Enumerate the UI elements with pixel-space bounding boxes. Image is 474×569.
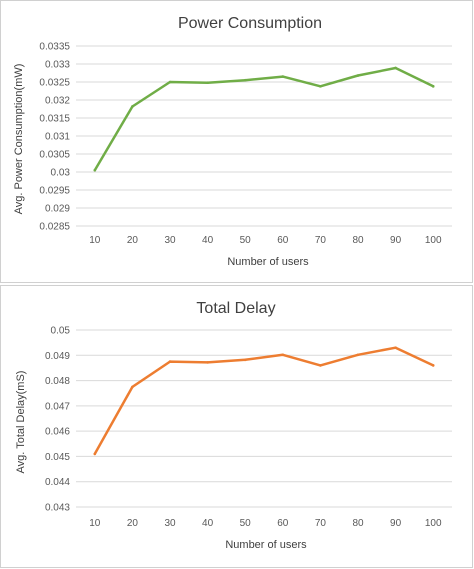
data-point (243, 78, 247, 82)
chart-title: Power Consumption (178, 15, 322, 32)
x-tick-label: 70 (315, 235, 327, 246)
y-tick-label: 0.045 (45, 452, 70, 463)
series-line (93, 346, 435, 456)
data-point (206, 81, 209, 85)
y-tick-labels: 0.043 0.044 0.045 0.046 0.047 0.048 0.049 0.05 (45, 326, 70, 514)
data-point (356, 74, 360, 77)
power-consumption-chart: Power Consumption 0.02850.0290.02950.030… (0, 0, 473, 283)
y-tick-label: 0.0295 (39, 186, 70, 197)
y-axis-label: Avg. Power Consumption(mW) (13, 64, 25, 215)
y-tick-label: 0.033 (45, 60, 70, 71)
x-tick-label: 60 (277, 235, 289, 246)
x-tick-labels: 10 20 30 40 50 60 70 80 90 100 (89, 518, 442, 529)
y-tick-label: 0.0285 (39, 222, 70, 233)
gridlines (76, 45, 452, 227)
y-tick-label: 0.03 (51, 168, 71, 179)
y-tick-label: 0.048 (45, 376, 70, 387)
x-tick-label: 10 (89, 518, 101, 529)
y-tick-label: 0.0305 (39, 150, 70, 161)
data-point (93, 168, 97, 172)
y-tick-label: 0.049 (45, 351, 70, 362)
x-tick-label: 80 (352, 518, 364, 529)
x-axis-label: Number of users (227, 256, 309, 268)
series-lines (93, 66, 435, 172)
y-tick-label: 0.043 (45, 503, 70, 514)
chart-frame (0, 0, 473, 283)
data-point (93, 452, 97, 456)
series-line (93, 66, 435, 172)
data-point (356, 353, 360, 357)
y-tick-label: 0.046 (45, 427, 70, 438)
x-tick-label: 30 (164, 235, 176, 246)
x-tick-labels: 10 20 30 40 50 60 70 80 90 100 (89, 235, 442, 246)
data-point (243, 358, 247, 362)
x-axis-label: Number of users (225, 539, 307, 551)
x-tick-label: 50 (240, 235, 252, 246)
x-tick-label: 100 (425, 518, 442, 529)
data-point (131, 385, 134, 389)
y-tick-label: 0.031 (45, 132, 70, 143)
data-point (394, 66, 397, 70)
gridlines (76, 329, 452, 508)
x-tick-label: 50 (240, 518, 252, 529)
data-point (281, 353, 285, 357)
data-point (431, 364, 435, 367)
data-point (394, 346, 397, 350)
x-tick-label: 20 (127, 518, 139, 529)
x-tick-label: 20 (127, 235, 139, 246)
y-tick-label: 0.0325 (39, 78, 70, 89)
y-tick-label: 0.032 (45, 96, 70, 107)
x-tick-label: 30 (164, 518, 176, 529)
data-point (206, 361, 209, 364)
y-tick-label: 0.05 (51, 326, 71, 337)
x-tick-label: 100 (425, 235, 442, 246)
y-axis-label: Avg. Total Delay(mS) (15, 371, 27, 474)
data-point (319, 85, 322, 88)
data-point (168, 360, 172, 363)
data-point (131, 105, 134, 108)
y-tick-label: 0.047 (45, 401, 70, 412)
x-tick-label: 10 (89, 235, 101, 246)
y-tick-label: 0.029 (45, 204, 70, 215)
data-point (281, 75, 285, 78)
x-tick-label: 60 (277, 518, 289, 529)
y-tick-labels: 0.0285 0.029 0.0295 0.03 0.0305 0.031 0.0315 0.… (39, 42, 70, 233)
y-tick-label: 0.0335 (39, 42, 70, 53)
total-delay-chart: Total Delay 0.0430.0440.0450.0460.0470.0… (0, 285, 473, 568)
chart-frame (0, 285, 473, 568)
x-tick-label: 70 (315, 518, 327, 529)
x-tick-label: 40 (202, 235, 214, 246)
y-tick-label: 0.044 (45, 477, 70, 488)
y-tick-label: 0.0315 (39, 114, 70, 125)
data-point (319, 364, 322, 367)
x-tick-label: 40 (202, 518, 214, 529)
x-tick-label: 80 (352, 235, 364, 246)
x-tick-label: 90 (390, 518, 402, 529)
series-lines (93, 346, 435, 456)
data-point (431, 85, 435, 88)
chart-title: Total Delay (196, 300, 275, 317)
data-point (168, 80, 172, 84)
x-tick-label: 90 (390, 235, 402, 246)
